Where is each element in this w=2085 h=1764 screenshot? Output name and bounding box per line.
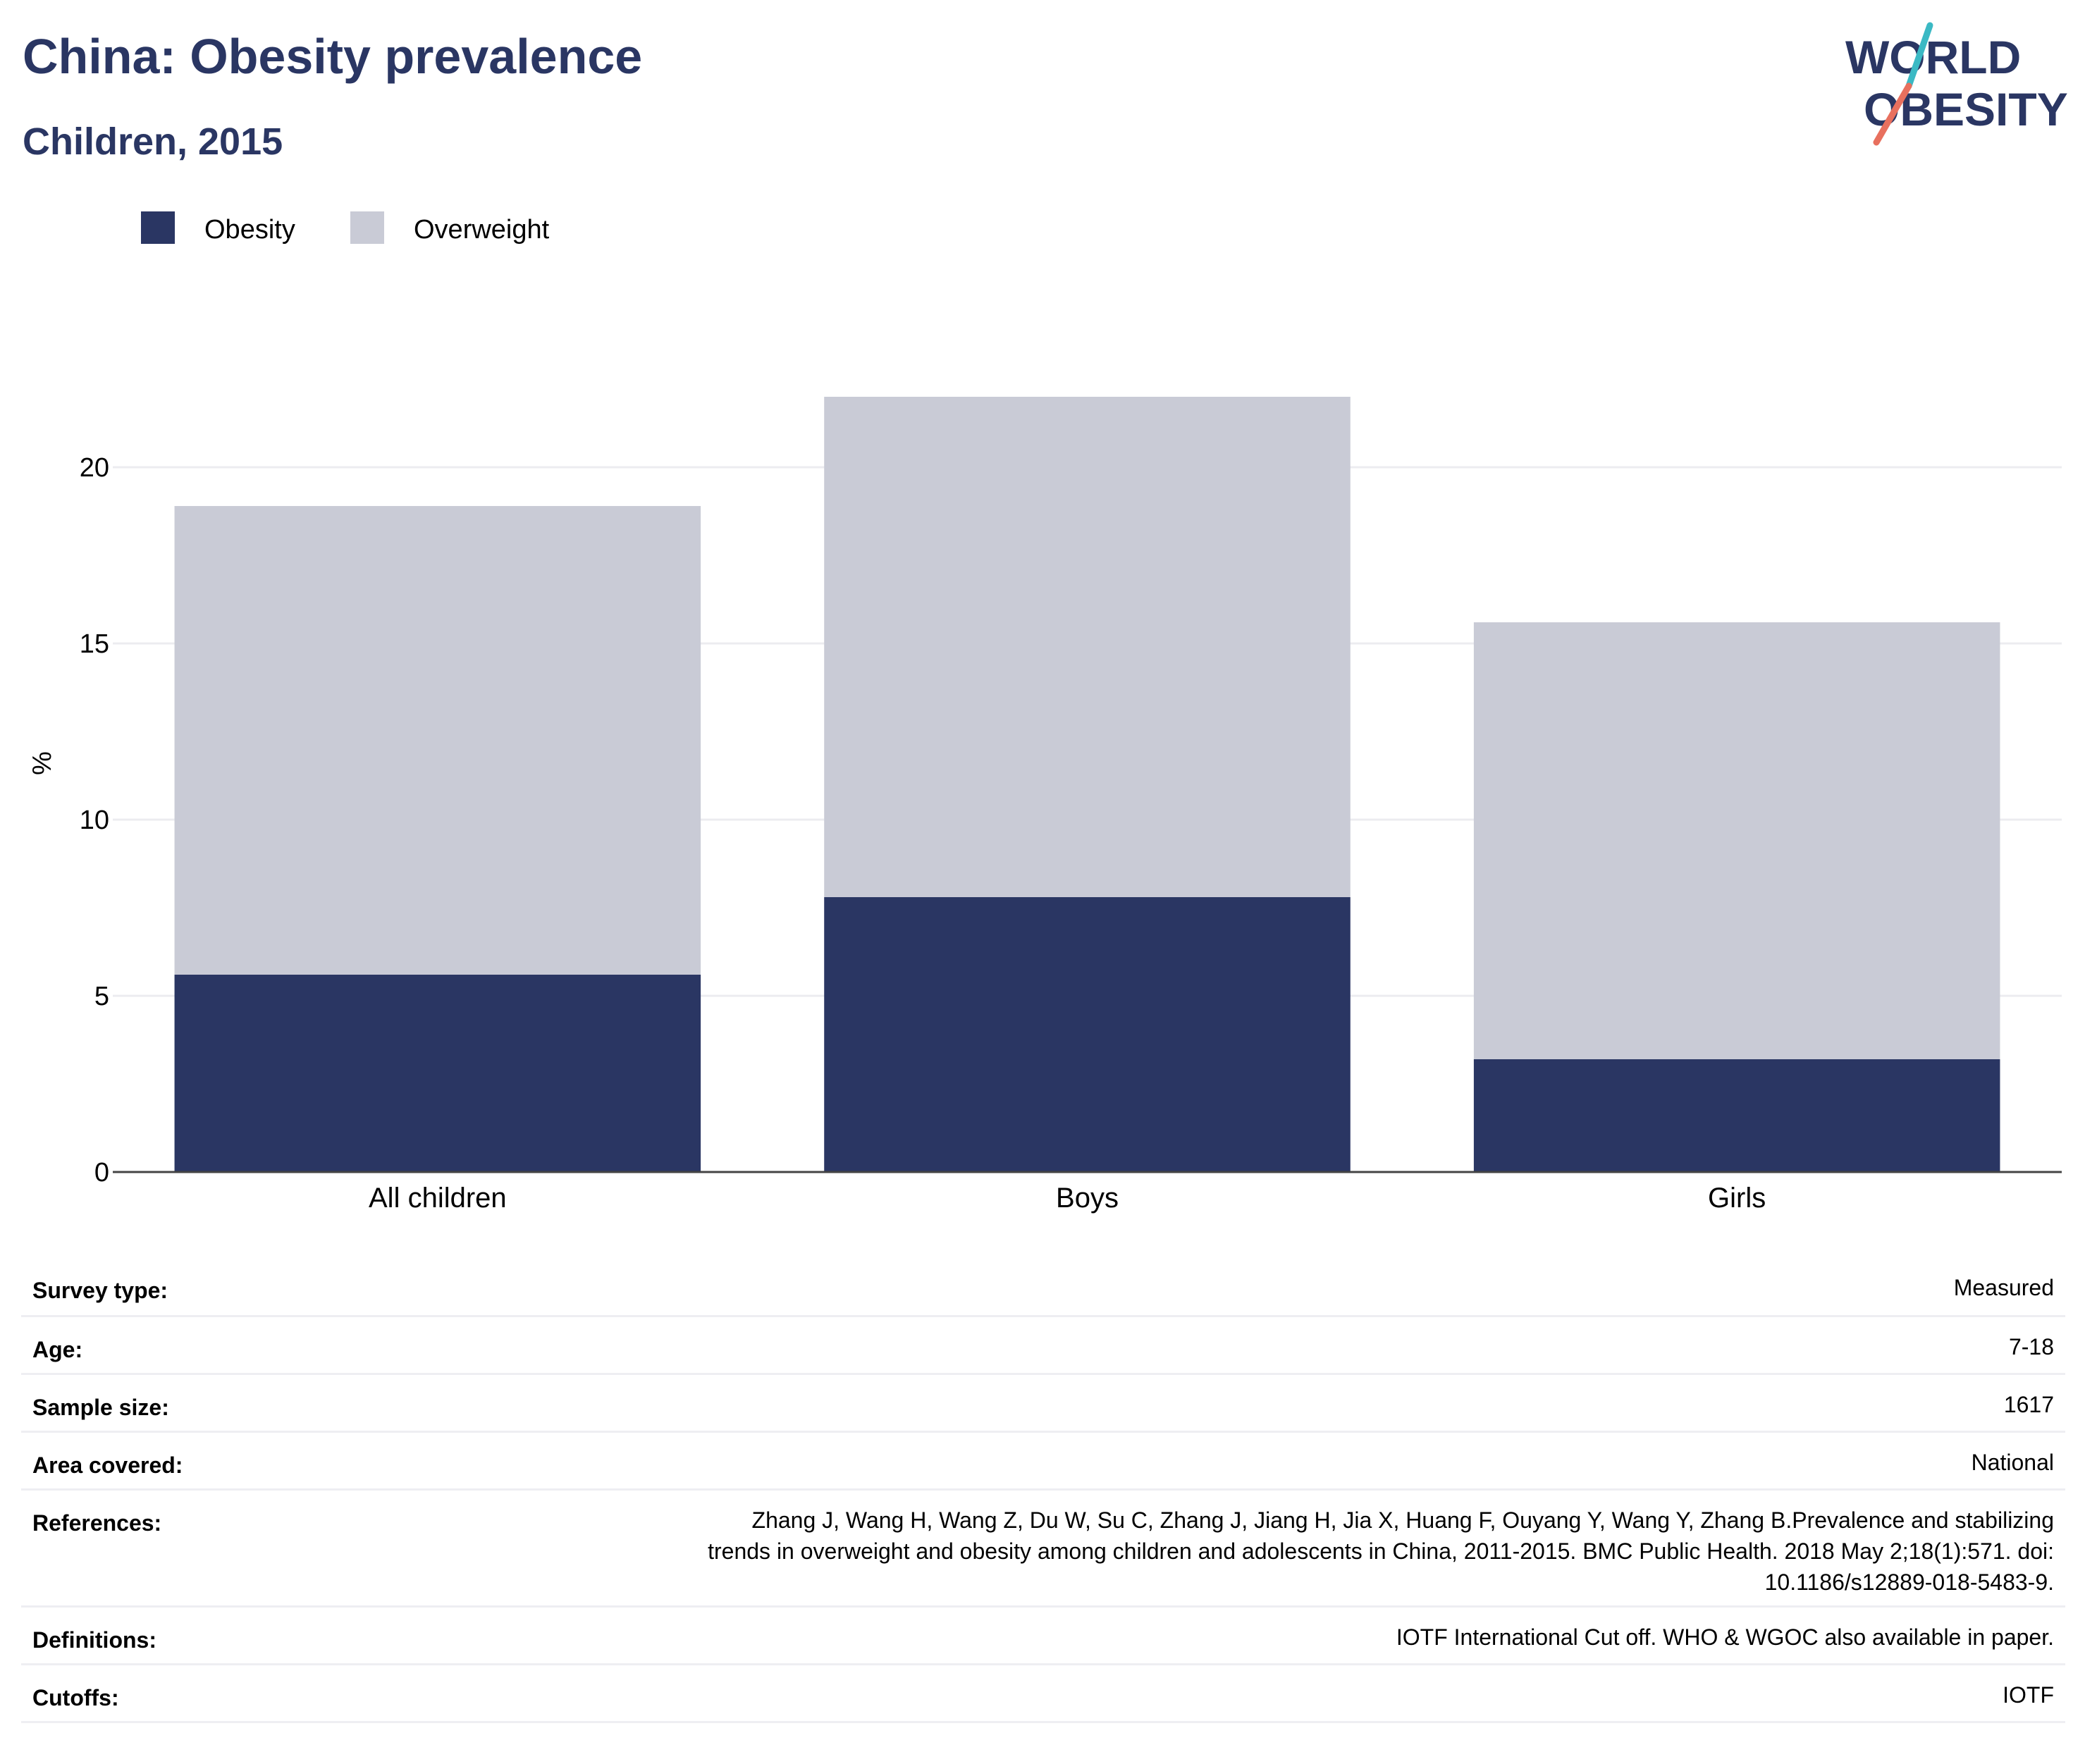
y-tick-label: 10 — [80, 806, 109, 835]
legend: Obesity Overweight — [141, 211, 550, 245]
logo-slash-top — [1905, 22, 1933, 90]
y-tick-label: 0 — [94, 1158, 109, 1188]
bar-overweight-all-children[interactable] — [174, 506, 701, 975]
legend-swatch-overweight[interactable] — [350, 211, 384, 244]
meta-row: Area covered: National — [21, 1431, 2065, 1491]
x-axis-ticks: All children Boys Girls — [369, 1183, 1766, 1214]
meta-key: Sample size: — [21, 1374, 195, 1433]
meta-key: References: — [21, 1489, 195, 1608]
x-tick-label: All children — [369, 1183, 507, 1214]
meta-value: 7-18 — [194, 1316, 2065, 1375]
meta-value: Zhang J, Wang H, Wang Z, Du W, Su C, Zha… — [194, 1489, 2065, 1608]
y-tick-label: 15 — [80, 629, 109, 659]
logo-slash-bottom — [1873, 82, 1912, 146]
stacked-bar-chart: Obesity Overweight 0 5 10 15 20 All children B… — [27, 211, 2062, 1214]
survey-details-table: Survey type: Measured Age: 7-18 Sample size:… — [21, 1258, 2065, 1723]
bar-obesity-all-children[interactable] — [174, 975, 701, 1172]
meta-row: Sample size: 1617 — [21, 1374, 2065, 1433]
x-tick-label: Boys — [1056, 1183, 1119, 1214]
meta-row: Cutoffs: IOTF — [21, 1664, 2065, 1723]
meta-row: Age: 7-18 — [21, 1316, 2065, 1375]
meta-value: 1617 — [194, 1374, 2065, 1433]
bar-obesity-boys[interactable] — [824, 897, 1351, 1172]
meta-value: Measured — [194, 1258, 2065, 1317]
y-tick-label: 20 — [80, 453, 109, 483]
legend-label-obesity: Obesity — [204, 215, 295, 245]
meta-row: References: Zhang J, Wang H, Wang Z, Du W… — [21, 1489, 2065, 1608]
bar-overweight-girls[interactable] — [1473, 622, 2000, 1059]
meta-value: National — [194, 1431, 2065, 1491]
chart-title: China: Obesity prevalence — [23, 29, 643, 84]
bar-obesity-girls[interactable] — [1473, 1059, 2000, 1172]
y-axis-ticks: 0 5 10 15 20 — [80, 453, 109, 1188]
legend-label-overweight: Overweight — [414, 215, 550, 245]
world-obesity-logo: WORLD OBESITY — [1845, 22, 2068, 146]
y-tick-label: 5 — [94, 982, 109, 1011]
meta-row: Definitions: IOTF International Cut off. … — [21, 1606, 2065, 1665]
meta-key: Cutoffs: — [21, 1664, 195, 1723]
x-tick-label: Girls — [1708, 1183, 1766, 1214]
y-axis-label: % — [27, 751, 57, 775]
meta-key: Area covered: — [21, 1431, 195, 1491]
chart-subtitle: Children, 2015 — [23, 121, 283, 163]
bar-overweight-boys[interactable] — [824, 397, 1351, 897]
meta-row: Survey type: Measured — [21, 1258, 2065, 1317]
meta-value: IOTF — [194, 1664, 2065, 1723]
bars — [174, 397, 2000, 1172]
meta-key: Survey type: — [21, 1258, 195, 1317]
meta-value: IOTF International Cut off. WHO & WGOC a… — [194, 1606, 2065, 1665]
meta-key: Definitions: — [21, 1606, 195, 1665]
logo-text-world: WORLD — [1845, 31, 2021, 83]
legend-swatch-obesity[interactable] — [141, 211, 175, 244]
meta-key: Age: — [21, 1316, 195, 1375]
